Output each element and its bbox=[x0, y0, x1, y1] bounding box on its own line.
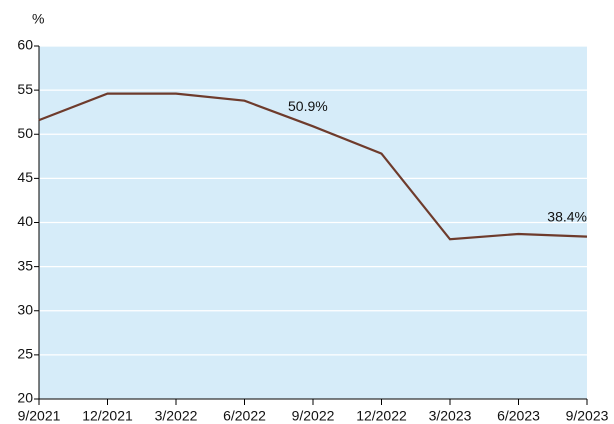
x-tick-label: 9/2021 bbox=[18, 408, 61, 424]
y-tick-label: 30 bbox=[17, 301, 33, 317]
x-tick-label: 12/2021 bbox=[82, 408, 133, 424]
x-tick-label: 12/2022 bbox=[356, 408, 407, 424]
x-tick-label: 3/2022 bbox=[155, 408, 198, 424]
x-tick-label: 6/2022 bbox=[223, 408, 266, 424]
y-tick-label: 40 bbox=[17, 213, 33, 229]
x-tick-label: 9/2022 bbox=[292, 408, 335, 424]
y-tick-label: 60 bbox=[17, 37, 33, 53]
y-tick-label: 35 bbox=[17, 257, 33, 273]
x-tick-label: 9/2023 bbox=[566, 408, 609, 424]
y-tick-label: 45 bbox=[17, 169, 33, 185]
x-tick-label: 3/2023 bbox=[429, 408, 472, 424]
value-label: 38.4% bbox=[547, 208, 587, 224]
y-tick-label: 50 bbox=[17, 125, 33, 141]
x-tick-label: 6/2023 bbox=[497, 408, 540, 424]
y-tick-label: 25 bbox=[17, 346, 33, 362]
value-label: 50.9% bbox=[288, 98, 328, 114]
y-tick-label: 20 bbox=[17, 390, 33, 406]
y-unit-label: % bbox=[32, 11, 44, 27]
data-line bbox=[38, 92, 588, 241]
y-tick-label: 55 bbox=[17, 81, 33, 97]
